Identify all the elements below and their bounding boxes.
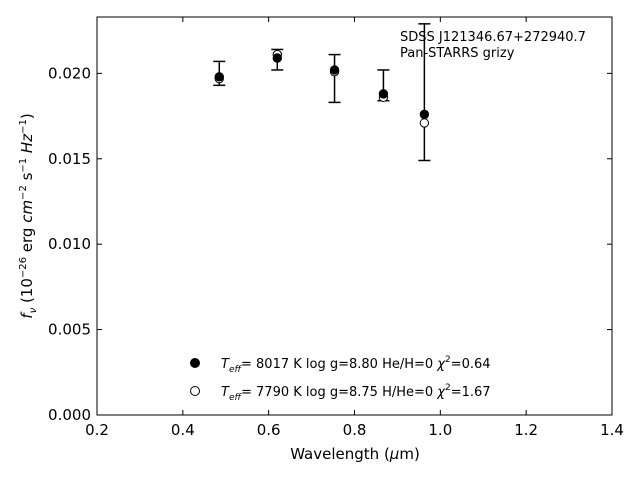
- y-tick-label: 0.010: [48, 235, 91, 253]
- legend-marker-open: [190, 386, 200, 396]
- annotation-survey-name: Pan-STARRS grizy: [400, 46, 515, 61]
- data-point-open: [419, 118, 430, 128]
- x-axis-label: Wavelength (μm): [290, 445, 420, 463]
- x-tick-label: 0.8: [343, 421, 367, 439]
- plot-frame: [96, 16, 613, 416]
- data-point-filled: [419, 109, 430, 120]
- data-point-filled: [378, 89, 389, 99]
- y-tick-label: 0.015: [48, 150, 91, 168]
- y-tick-label: 0.000: [48, 406, 91, 424]
- error-bar: [328, 53, 341, 104]
- x-tick-label: 1.4: [600, 421, 624, 439]
- y-tick-label: 0.020: [48, 64, 91, 82]
- legend: Teff= 8017 K log g=8.80 He/H=0 χ2=0.64 T…: [190, 355, 491, 403]
- axis-ticks: 0.2 0.4 0.6 0.8 1.0 1.2 1.4 0.000 0.005 0.010 0.01…: [48, 17, 624, 439]
- error-bar: [418, 23, 431, 162]
- x-tick-label: 0.2: [85, 421, 109, 439]
- legend-label-open: Teff= 7790 K log g=8.75 H/He=0 χ2=1.67: [221, 383, 491, 403]
- error-bars: [213, 23, 431, 162]
- legend-label-filled: Teff= 8017 K log g=8.80 He/H=0 χ2=0.64: [221, 355, 491, 375]
- legend-marker-filled: [190, 358, 200, 368]
- data-point-filled: [272, 53, 282, 63]
- y-tick-label: 0.005: [48, 321, 91, 339]
- data-point-filled: [214, 72, 224, 82]
- annotation-object-name: SDSS J121346.67+272940.7: [400, 30, 586, 45]
- x-tick-label: 1.0: [428, 421, 452, 439]
- data-point-filled: [329, 65, 340, 75]
- x-tick-label: 1.2: [514, 421, 538, 439]
- y-axis-label: fν (10−26 erg cm−2 s−1 Hz−1): [18, 113, 39, 318]
- x-tick-label: 0.4: [171, 421, 195, 439]
- data-points: [214, 49, 430, 128]
- x-tick-label: 0.6: [257, 421, 281, 439]
